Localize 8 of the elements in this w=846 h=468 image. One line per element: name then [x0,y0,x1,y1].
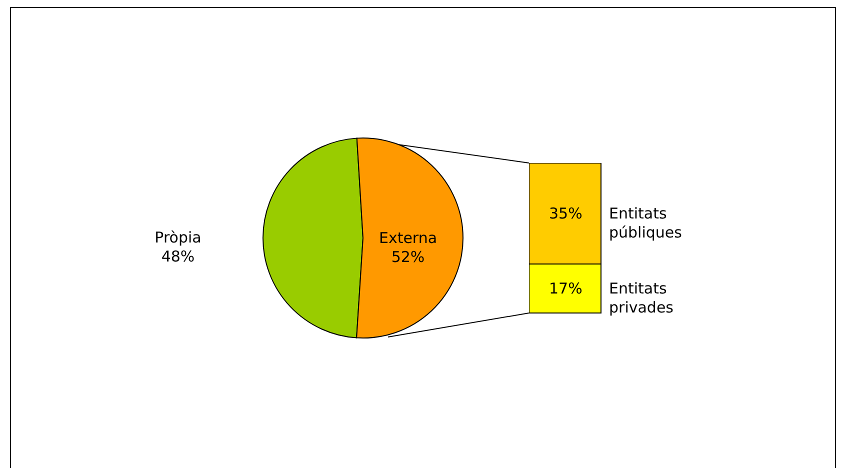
series-label: Entitats públiques [609,204,682,242]
slice-label: Externa [378,229,438,248]
slice-label: Pròpia [154,228,202,247]
data-label: 48% [161,248,195,266]
data-label: 52% [391,248,425,266]
data-label: 35% [549,204,582,222]
series-label: Entitats privades [609,279,674,316]
data-label: 17% [549,279,582,298]
